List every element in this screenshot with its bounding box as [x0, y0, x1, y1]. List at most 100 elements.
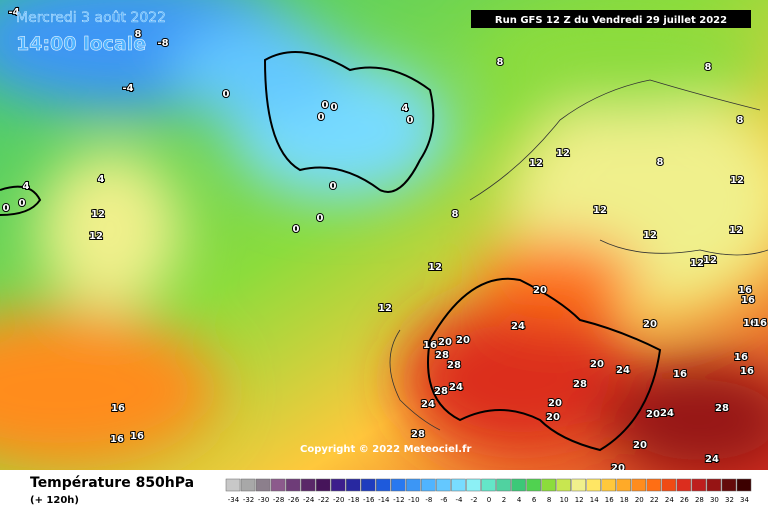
scale-swatch	[315, 478, 331, 492]
scale-swatch	[436, 478, 451, 492]
contour-label: 0	[407, 115, 414, 126]
contour-label: 0	[330, 181, 337, 192]
scale-swatch	[676, 478, 692, 492]
contour-label: 20	[546, 412, 560, 423]
contour-label: 24	[449, 382, 463, 393]
contour-label: 16	[743, 318, 757, 329]
scale-label: 32	[725, 496, 734, 504]
scale-label: 22	[650, 496, 659, 504]
contour-label: 16	[423, 340, 437, 351]
contour-label: 28	[435, 350, 449, 361]
scale-label: -2	[470, 496, 477, 504]
scale-label: -12	[393, 496, 404, 504]
scale-label: -20	[333, 496, 344, 504]
scale-swatch	[496, 478, 511, 492]
contour-label: 20	[590, 359, 604, 370]
run-banner	[471, 10, 751, 28]
contour-label: 20	[633, 440, 647, 451]
scale-label: 12	[575, 496, 584, 504]
scale-label: -32	[243, 496, 254, 504]
contour-label: 20	[533, 285, 547, 296]
contour-label: 0	[223, 89, 230, 100]
contour-label: 20	[646, 409, 660, 420]
contour-label: 0	[3, 203, 10, 214]
scale-swatch	[270, 478, 286, 492]
scale-swatch	[376, 478, 391, 492]
contour-label: 0	[331, 102, 338, 113]
contour-label: 12	[428, 262, 442, 273]
contour-label: 8	[135, 29, 142, 40]
contour-label: 16	[130, 431, 144, 442]
contour-label: 28	[411, 429, 425, 440]
contour-label: 0	[293, 224, 300, 235]
scale-label: -18	[348, 496, 359, 504]
scale-label: 8	[547, 496, 551, 504]
scale-swatch	[736, 478, 752, 492]
contour-label: 12	[730, 175, 744, 186]
contour-label: 0	[322, 100, 329, 111]
scale-swatch	[391, 478, 406, 492]
contour-label: 4	[402, 103, 409, 114]
contour-label: 8	[657, 157, 664, 168]
scale-label: 26	[680, 496, 689, 504]
scale-swatch	[556, 478, 571, 492]
scale-label: -8	[425, 496, 432, 504]
contour-label: 20	[643, 319, 657, 330]
contour-label: 8	[497, 57, 504, 68]
footer-lead: (+ 120h)	[30, 495, 79, 506]
scale-swatch	[240, 478, 256, 492]
scale-swatch	[616, 478, 632, 492]
contour-label: 24	[705, 454, 719, 465]
contour-label: 4	[23, 181, 30, 192]
contour-label: 16	[111, 403, 125, 414]
contour-label: 24	[511, 321, 525, 332]
contour-label: 12	[729, 225, 743, 236]
scale-label: -6	[440, 496, 448, 504]
contour-label: 4	[98, 174, 105, 185]
scale-swatch	[526, 478, 541, 492]
scale-swatch	[661, 478, 677, 492]
contour-label: 8	[705, 62, 712, 73]
forecast-date: Mercredi 3 août 2022	[16, 10, 166, 26]
scale-swatch	[541, 478, 556, 492]
scale-label: 24	[665, 496, 674, 504]
contour-label: 12	[690, 258, 704, 269]
scale-swatch	[345, 478, 361, 492]
scale-swatch	[691, 478, 707, 492]
scale-swatch	[361, 478, 376, 492]
scale-swatch	[646, 478, 662, 492]
contour-label: 24	[421, 399, 435, 410]
scale-swatch	[330, 478, 346, 492]
copyright: Copyright © 2022 Meteociel.fr	[300, 444, 471, 455]
contour-label: 0	[317, 213, 324, 224]
scale-label: 16	[605, 496, 614, 504]
contour-label: 16	[741, 295, 755, 306]
contour-label: 16	[740, 366, 754, 377]
scale-label: 20	[635, 496, 644, 504]
scale-swatch	[466, 478, 481, 492]
scale-label: 34	[740, 496, 749, 504]
contour-label: 12	[643, 230, 657, 241]
scale-label: 0	[487, 496, 491, 504]
contour-label: -8	[157, 38, 168, 49]
contour-label: 28	[434, 386, 448, 397]
scale-label: -34	[228, 496, 240, 504]
contour-label: 12	[703, 255, 717, 266]
scale-swatch	[706, 478, 722, 492]
scale-swatch	[285, 478, 301, 492]
scale-swatch	[421, 478, 436, 492]
contour-label: 16	[738, 285, 752, 296]
scale-swatch	[511, 478, 526, 492]
scale-label: -10	[408, 496, 419, 504]
contour-label: 12	[91, 209, 105, 220]
scale-label: 28	[695, 496, 704, 504]
scale-swatch	[481, 478, 496, 492]
scale-label: 18	[620, 496, 629, 504]
contour-label: 24	[660, 408, 674, 419]
contour-label: 20	[548, 398, 562, 409]
contour-label: 20	[438, 337, 452, 348]
contour-label: 0	[318, 112, 325, 123]
run-info: Run GFS 12 Z du Vendredi 29 juillet 2022	[495, 15, 727, 26]
scale-swatch	[225, 478, 241, 492]
